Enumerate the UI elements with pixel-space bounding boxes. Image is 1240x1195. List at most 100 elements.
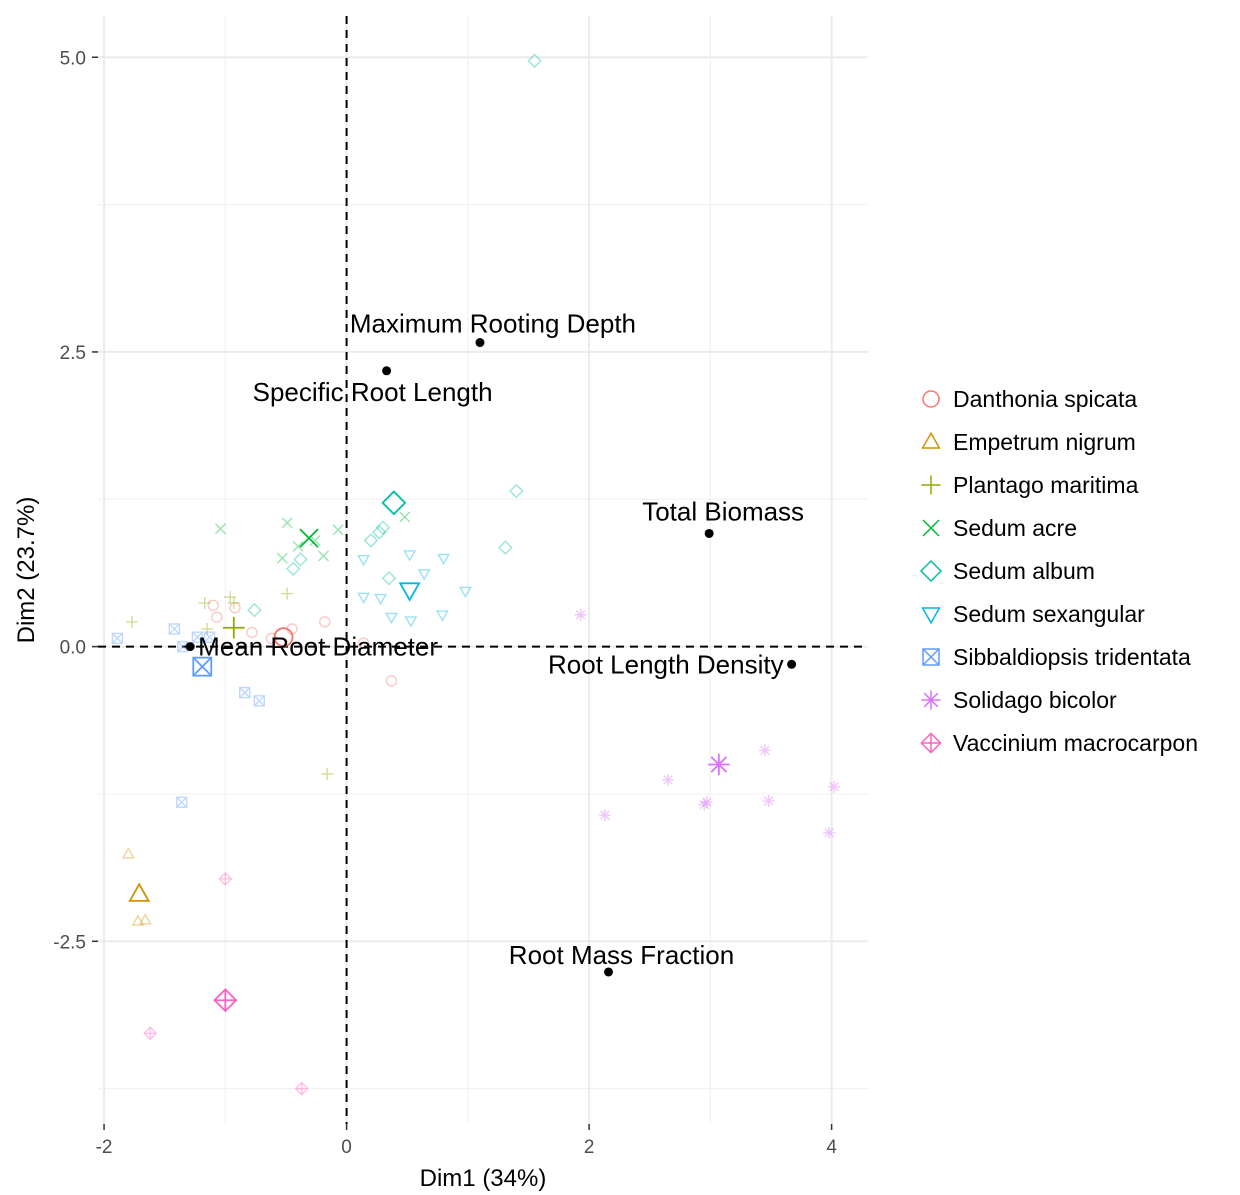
point-sedum-album — [375, 520, 391, 535]
point-sedum-sexangular — [374, 593, 387, 606]
legend-key-sibbaldiopsis-tridentata — [922, 648, 940, 666]
variable-point-total-biomass — [704, 528, 714, 538]
variable-label-root-length-density: Root Length Density — [548, 649, 784, 679]
point-sedum-sexangular — [437, 553, 451, 566]
variable-label-mean-root-diameter: Mean Root Diameter — [198, 632, 438, 662]
point-plantago-maritima — [198, 597, 211, 610]
point-sedum-sexangular — [417, 569, 431, 581]
point-sedum-album — [381, 571, 397, 586]
point-sedum-album — [363, 533, 379, 548]
point-sedum-sexangular — [458, 586, 472, 599]
point-vaccinium-macrocarpon — [218, 871, 233, 886]
legend: Danthonia spicata Empetrum nigrum Plantago… — [919, 386, 1198, 756]
point-sibbaldiopsis-tridentata — [191, 631, 204, 643]
variable-point-root-length-density — [787, 659, 797, 669]
point-sedum-acre — [399, 511, 411, 523]
point-vaccinium-macrocarpon — [294, 1081, 309, 1096]
centroid-plantago-maritima — [223, 616, 245, 639]
point-danthonia-spicata — [229, 602, 241, 614]
point-sedum-album — [285, 561, 301, 577]
variable-point-mean-root-diameter — [185, 642, 195, 652]
x-axis-title: Dim1 (34%) — [420, 1165, 547, 1192]
legend-item-vaccinium-macrocarpon: Vaccinium macrocarpon — [920, 730, 1198, 756]
point-solidago-bicolor — [574, 608, 587, 621]
legend-label-sedum-album: Sedum album — [953, 558, 1095, 584]
point-empetrum-nigrum — [131, 914, 145, 926]
point-danthonia-spicata — [319, 616, 331, 628]
x-tick-label: 4 — [826, 1137, 837, 1158]
y-tick-label: -2.5 — [53, 932, 86, 953]
zero-reference-lines — [98, 16, 868, 1124]
x-tick-label: 0 — [341, 1137, 352, 1158]
centroid-sedum-album — [381, 490, 407, 516]
point-solidago-bicolor — [758, 744, 771, 757]
point-plantago-maritima — [227, 597, 240, 610]
point-sedum-sexangular — [357, 592, 371, 605]
centroid-sibbaldiopsis-tridentata — [192, 656, 213, 677]
variable-label-root-mass-fraction: Root Mass Fraction — [509, 940, 734, 970]
observation-points — [111, 53, 841, 1096]
legend-key-empetrum-nigrum — [921, 431, 941, 449]
point-sibbaldiopsis-tridentata — [111, 632, 124, 645]
point-empetrum-nigrum — [121, 847, 135, 859]
point-plantago-maritima — [281, 587, 294, 600]
centroid-empetrum-nigrum — [128, 882, 151, 902]
legend-key-vaccinium-macrocarpon — [920, 732, 942, 754]
centroid-sedum-sexangular — [398, 582, 421, 602]
legend-key-sedum-sexangular — [921, 607, 941, 625]
legend-item-solidago-bicolor: Solidago bicolor — [921, 687, 1117, 713]
point-solidago-bicolor — [762, 795, 775, 808]
point-sedum-acre — [318, 550, 330, 562]
x-axis-ticks: -2 0 2 4 — [96, 1124, 837, 1158]
point-sibbaldiopsis-tridentata — [168, 623, 181, 635]
point-sedum-acre — [281, 517, 293, 529]
species-centroids — [128, 490, 730, 1013]
point-sedum-album — [293, 552, 308, 567]
point-sedum-album — [509, 483, 524, 499]
variable-label-maximum-rooting-depth: Maximum Rooting Depth — [350, 309, 636, 339]
centroid-vaccinium-macrocarpon — [213, 988, 238, 1013]
point-solidago-bicolor — [700, 796, 713, 809]
point-sedum-acre — [309, 535, 321, 547]
legend-label-vaccinium-macrocarpon: Vaccinium macrocarpon — [953, 730, 1198, 756]
legend-key-danthonia-spicata — [922, 390, 940, 408]
legend-key-solidago-bicolor — [921, 690, 941, 710]
point-sedum-album — [372, 525, 387, 540]
x-tick-label: -2 — [96, 1137, 113, 1158]
legend-item-danthonia-spicata: Danthonia spicata — [922, 386, 1137, 412]
legend-key-sedum-album — [919, 559, 943, 583]
point-solidago-bicolor — [698, 798, 711, 811]
legend-label-sibbaldiopsis-tridentata: Sibbaldiopsis tridentata — [953, 644, 1191, 670]
point-danthonia-spicata — [246, 626, 258, 639]
point-solidago-bicolor — [661, 773, 674, 786]
point-sedum-acre — [292, 540, 304, 552]
trait-variables: Maximum Rooting Depth Specific Root Lengt… — [185, 309, 804, 977]
plot-panel — [98, 16, 868, 1124]
y-tick-label: 2.5 — [60, 343, 86, 364]
legend-item-sedum-acre: Sedum acre — [922, 515, 1077, 541]
centroid-danthonia-spicata — [273, 627, 294, 648]
y-axis-title: Dim2 (23.7%) — [13, 497, 40, 644]
point-sibbaldiopsis-tridentata — [253, 695, 265, 707]
variable-label-specific-root-length: Specific Root Length — [253, 377, 493, 407]
point-solidago-bicolor — [823, 826, 836, 839]
point-sedum-acre — [332, 524, 344, 536]
point-plantago-maritima — [201, 622, 214, 635]
point-plantago-maritima — [321, 767, 334, 780]
point-sedum-acre — [214, 523, 226, 535]
legend-label-empetrum-nigrum: Empetrum nigrum — [953, 429, 1136, 455]
point-danthonia-spicata — [385, 675, 398, 687]
point-sedum-acre — [276, 552, 288, 564]
point-vaccinium-macrocarpon — [143, 1026, 158, 1041]
y-axis-ticks: -2.5 0.0 2.5 5.0 — [53, 48, 98, 953]
centroid-sedum-acre — [299, 528, 319, 548]
point-sedum-album — [527, 53, 542, 69]
legend-item-empetrum-nigrum: Empetrum nigrum — [921, 429, 1136, 455]
point-sibbaldiopsis-tridentata — [203, 631, 216, 643]
legend-label-solidago-bicolor: Solidago bicolor — [953, 687, 1117, 713]
variable-point-root-mass-fraction — [604, 967, 614, 977]
point-sibbaldiopsis-tridentata — [175, 796, 188, 808]
point-sedum-sexangular — [384, 612, 398, 625]
point-danthonia-spicata — [207, 599, 219, 612]
